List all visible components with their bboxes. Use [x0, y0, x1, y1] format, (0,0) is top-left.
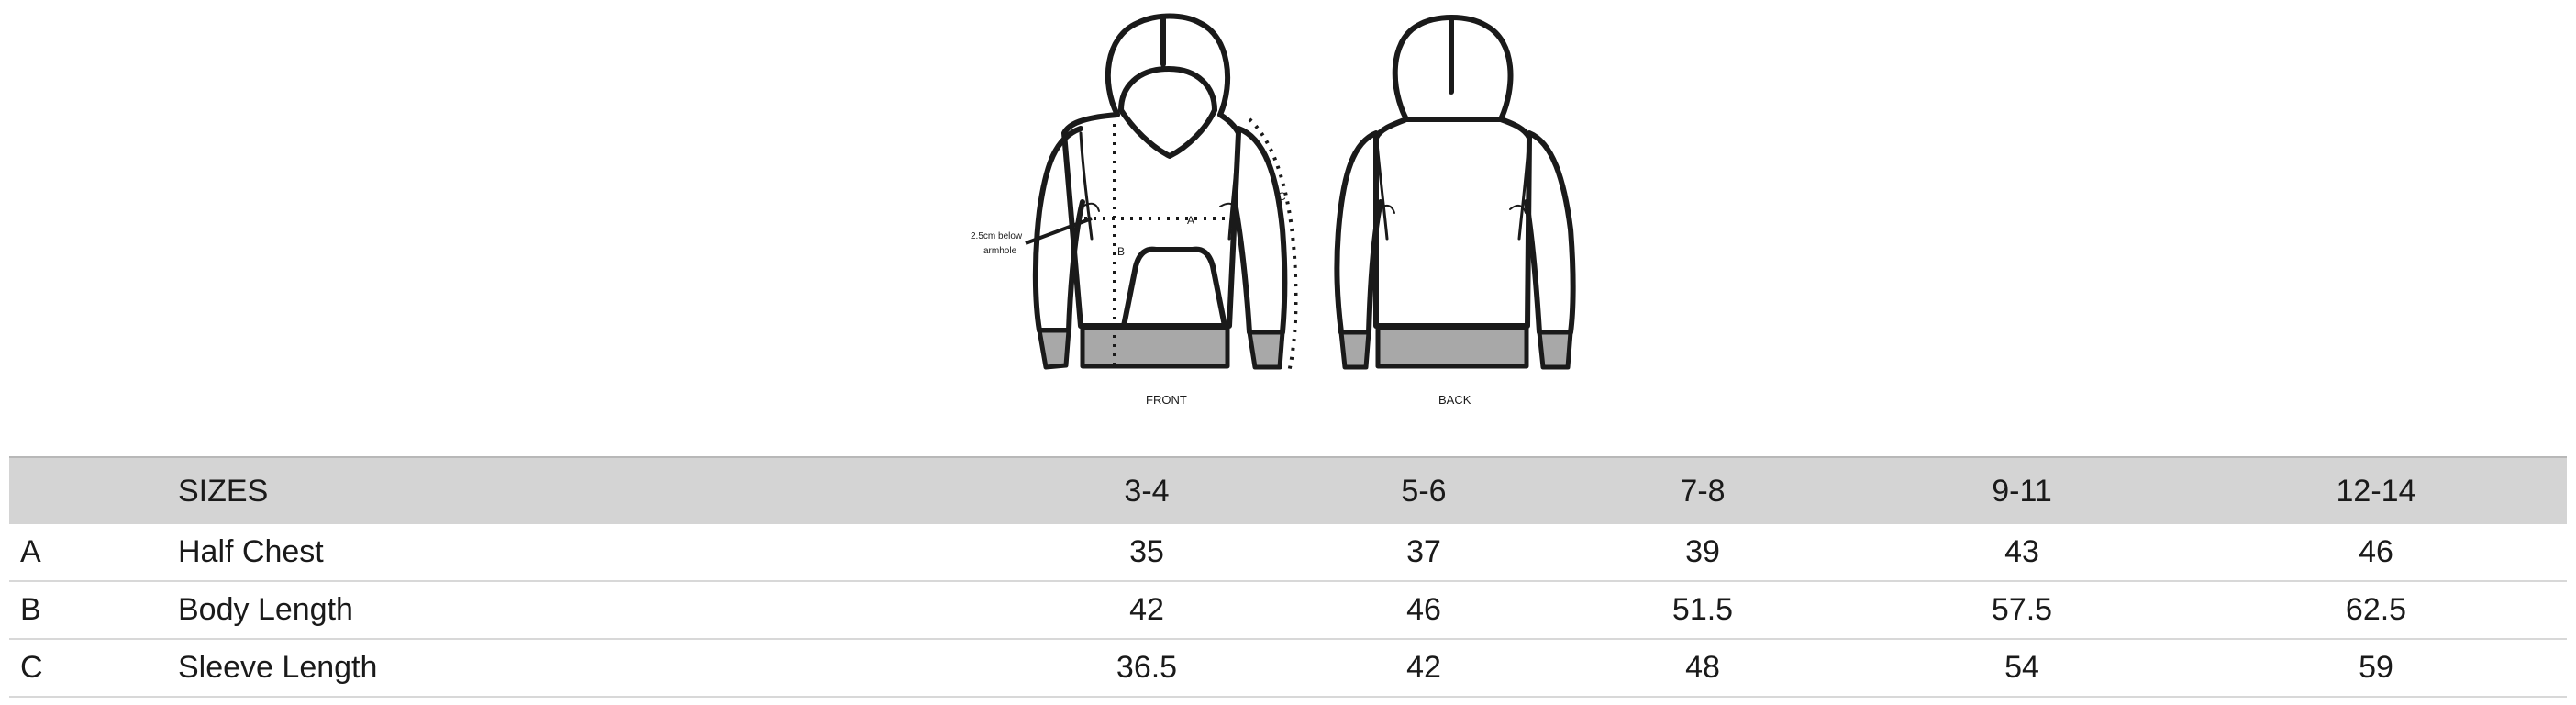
- marker-b: B: [1117, 245, 1125, 258]
- note-line-2: armhole: [983, 246, 1017, 256]
- back-label: BACK: [1438, 393, 1471, 407]
- back-hoodie-drawing: [1334, 15, 1576, 335]
- header-sizes-label: SIZES: [178, 473, 269, 509]
- table-cell: 46: [2359, 534, 2393, 569]
- size-chart-table: SIZES 3-4 5-6 7-8 9-11 12-14 A Half Ches…: [9, 456, 2567, 698]
- table-cell: 46: [1406, 592, 1441, 627]
- table-cell: 43: [2004, 534, 2039, 569]
- table-cell: 62.5: [2345, 592, 2407, 627]
- table-cell: 37: [1406, 534, 1441, 569]
- row-letter: B: [20, 592, 41, 627]
- header-size: 3-4: [1124, 473, 1170, 509]
- header-size: 9-11: [1992, 473, 2052, 509]
- table-cell: 59: [2359, 650, 2393, 685]
- hoodie-illustration: 2.5cm below armhole A B C FRONT BACK: [971, 13, 1576, 407]
- row-measurement-name: Sleeve Length: [178, 650, 378, 685]
- header-size: 12-14: [2336, 473, 2416, 509]
- front-hoodie-drawing: [1032, 13, 1288, 335]
- header-size: 5-6: [1401, 473, 1447, 509]
- table-cell: 35: [1129, 534, 1164, 569]
- row-letter: C: [20, 650, 43, 685]
- table-cell: 42: [1129, 592, 1164, 627]
- table-row-half-chest: A Half Chest 35 37 39 43 46: [9, 524, 2567, 582]
- front-label: FRONT: [1146, 393, 1187, 407]
- table-cell: 39: [1685, 534, 1720, 569]
- table-row-body-length: B Body Length 42 46 51.5 57.5 62.5: [9, 582, 2567, 640]
- marker-a: A: [1187, 214, 1194, 227]
- table-cell: 48: [1685, 650, 1720, 685]
- hoodie-diagram: 2.5cm below armhole A B C FRONT BACK: [971, 13, 1576, 407]
- table-header-row: SIZES 3-4 5-6 7-8 9-11 12-14: [9, 456, 2567, 524]
- table-cell: 54: [2004, 650, 2039, 685]
- table-cell: 51.5: [1671, 592, 1734, 627]
- row-measurement-name: Body Length: [178, 592, 353, 627]
- row-letter: A: [20, 534, 41, 569]
- marker-c: C: [1278, 190, 1286, 203]
- note-line-1: 2.5cm below: [971, 231, 1023, 241]
- table-row-sleeve-length: C Sleeve Length 36.5 42 48 54 59: [9, 640, 2567, 698]
- table-cell: 42: [1406, 650, 1441, 685]
- row-measurement-name: Half Chest: [178, 534, 324, 569]
- table-cell: 57.5: [1991, 592, 2053, 627]
- table-cell: 36.5: [1116, 650, 1178, 685]
- measure-line-c: [1248, 118, 1298, 373]
- header-size: 7-8: [1680, 473, 1726, 509]
